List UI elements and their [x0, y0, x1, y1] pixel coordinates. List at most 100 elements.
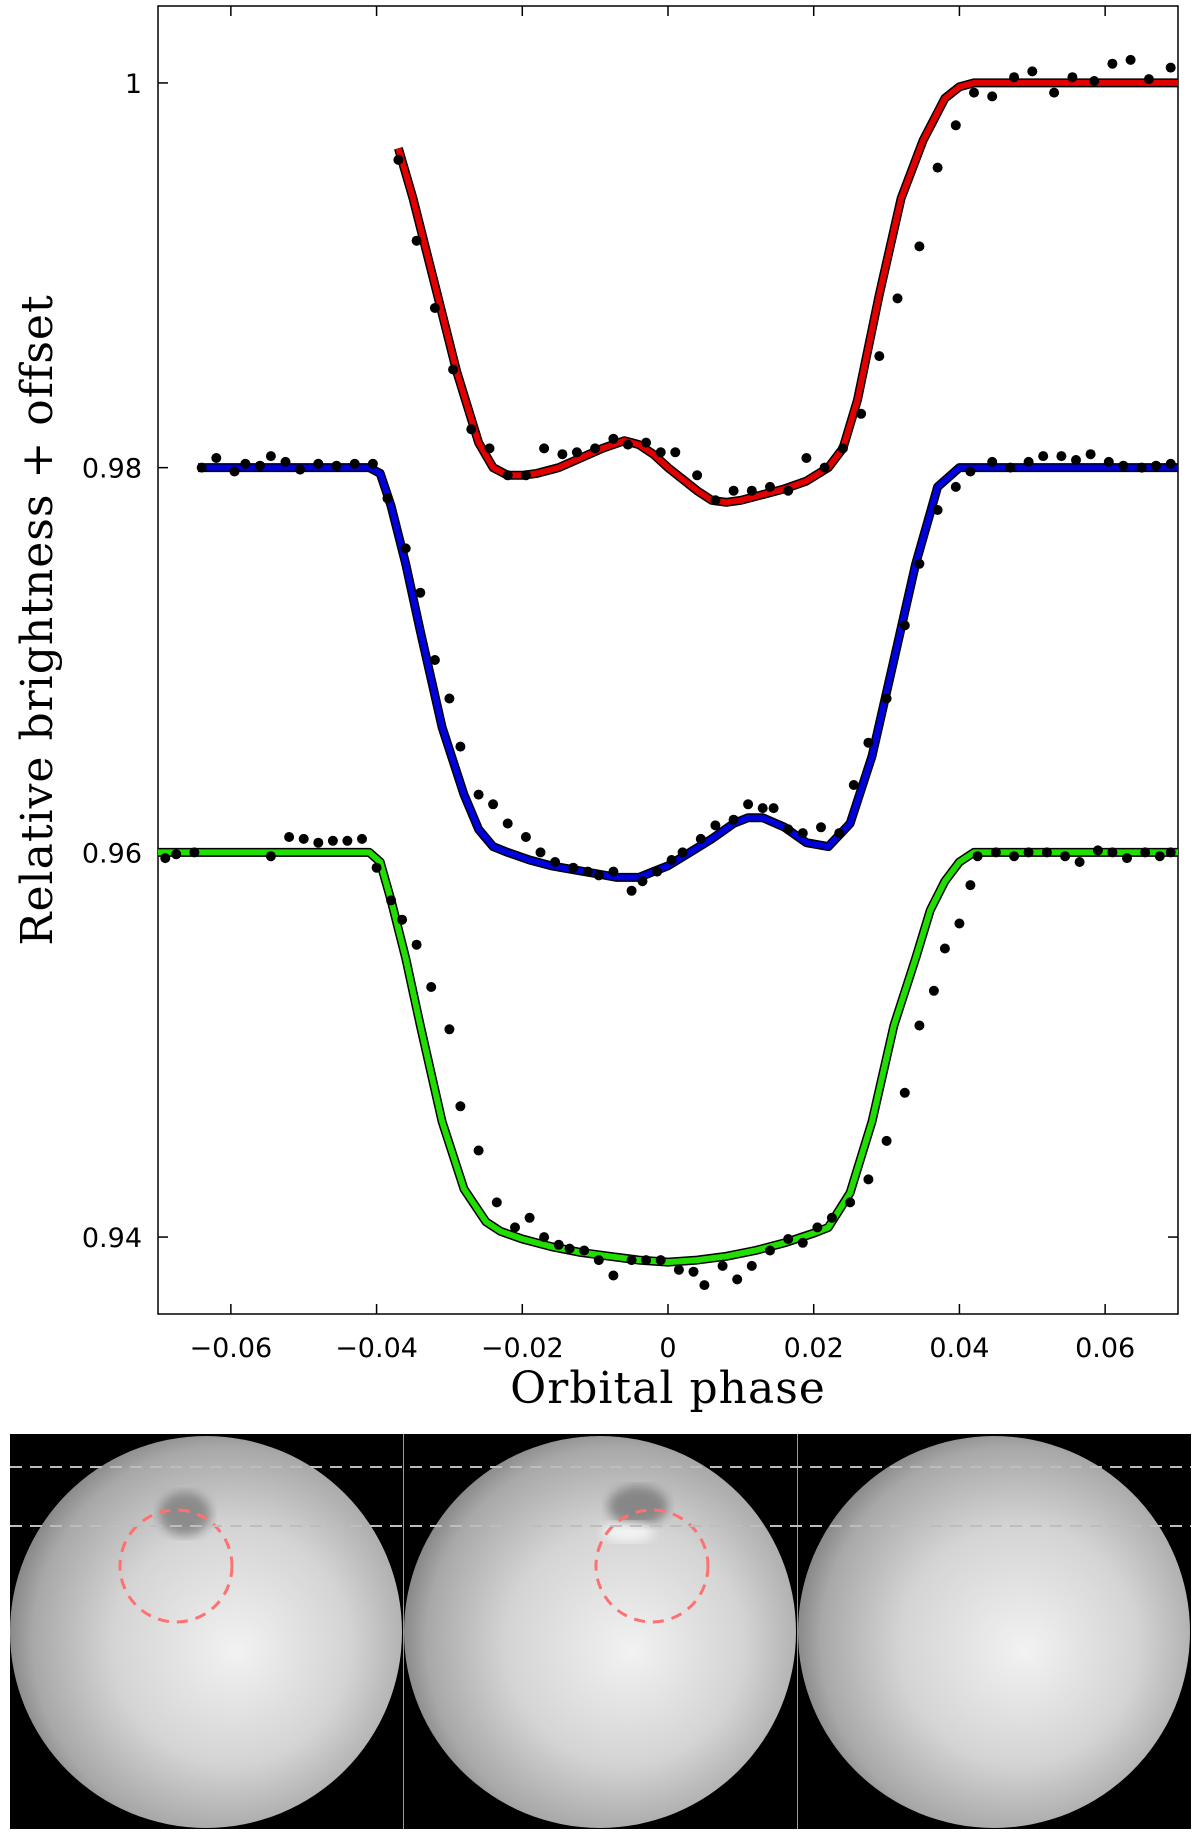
data-point: [928, 985, 939, 996]
data-point: [1165, 847, 1176, 858]
data-point: [371, 862, 382, 873]
data-point: [444, 693, 455, 704]
stellar-disc-panel: [10, 1434, 1191, 1829]
data-point: [313, 837, 324, 848]
data-point: [969, 87, 979, 98]
x-tick-label: 0.06: [1075, 1333, 1135, 1364]
data-point: [295, 464, 306, 475]
data-point: [677, 847, 688, 858]
data-point: [797, 1237, 808, 1248]
data-point: [1038, 451, 1049, 462]
data-point: [520, 470, 531, 481]
data-point: [539, 1232, 550, 1243]
data-point: [819, 462, 830, 473]
data-point: [1027, 66, 1038, 77]
data-point: [579, 1245, 590, 1256]
data-point: [987, 91, 998, 102]
series-1: [393, 54, 1178, 507]
data-point: [990, 847, 1001, 858]
data-point: [728, 814, 739, 825]
data-point: [160, 853, 171, 864]
starspot-dark: [608, 1486, 668, 1526]
data-point: [954, 918, 965, 929]
stellar-disc-3: [798, 1436, 1190, 1828]
data-point: [655, 447, 666, 458]
data-point: [327, 835, 338, 846]
data-point: [488, 799, 499, 810]
x-tick-label: −0.06: [189, 1333, 272, 1364]
data-point: [717, 1260, 728, 1271]
data-point: [965, 880, 976, 891]
data-point: [608, 866, 619, 877]
data-point: [229, 466, 240, 477]
data-point: [557, 449, 568, 460]
plot-frame: [157, 5, 1179, 1315]
data-point: [1009, 72, 1020, 83]
data-point: [637, 876, 648, 887]
data-point: [539, 443, 550, 454]
data-point: [1136, 462, 1147, 473]
data-point: [692, 470, 703, 481]
data-point: [1125, 54, 1136, 65]
data-point: [590, 443, 601, 454]
data-point: [881, 1135, 892, 1146]
x-axis-label: Orbital phase: [510, 1363, 826, 1414]
stellar-disc-images: [10, 1434, 1191, 1829]
data-point: [1154, 851, 1165, 862]
data-point: [411, 939, 422, 950]
data-point: [863, 737, 874, 748]
y-tick-labels: 0.94 0.96 0.98 1: [82, 69, 142, 1254]
data-point: [695, 833, 706, 844]
data-point: [357, 833, 367, 844]
data-point: [914, 241, 925, 252]
data-point: [837, 443, 848, 454]
data-point: [386, 895, 397, 906]
data-point: [568, 862, 579, 873]
data-point: [608, 1270, 619, 1281]
x-tick-label: −0.02: [481, 1333, 564, 1364]
light-curve-chart: −0.06 −0.04 −0.02 0 0.02 0.04 0.06 0.940.960.9…: [12, 5, 1179, 1414]
data-point: [972, 851, 983, 862]
data-point: [874, 351, 885, 362]
data-point: [1165, 458, 1176, 469]
data-point: [1049, 87, 1060, 98]
data-point: [502, 470, 513, 481]
series-layer: [158, 54, 1178, 1291]
data-point: [520, 832, 531, 842]
data-point: [710, 495, 721, 506]
data-point: [950, 120, 961, 131]
data-point: [848, 780, 859, 790]
data-point: [863, 1174, 874, 1185]
data-point: [826, 1212, 837, 1223]
data-point: [171, 849, 182, 860]
y-tick-label: 1: [125, 69, 142, 100]
stellar-disc-1: [10, 1436, 402, 1828]
data-point: [666, 855, 677, 865]
data-point: [1165, 62, 1176, 73]
data-point: [812, 1222, 823, 1233]
data-point: [699, 1280, 710, 1291]
data-point: [1103, 456, 1114, 467]
data-point: [932, 505, 943, 515]
data-point: [641, 437, 652, 448]
data-point: [932, 162, 943, 173]
data-point: [834, 828, 845, 839]
data-point: [765, 481, 775, 492]
series-3: [158, 832, 1178, 1291]
data-point: [622, 439, 633, 450]
data-point: [298, 833, 309, 844]
planet-path-circle: [594, 1508, 710, 1624]
data-point: [783, 1234, 794, 1244]
data-point: [881, 693, 892, 704]
data-point: [1041, 847, 1052, 858]
data-point: [673, 1264, 684, 1275]
data-point: [801, 453, 812, 463]
x-tick-label: 0.02: [784, 1333, 844, 1364]
planet-path-circle: [118, 1508, 234, 1624]
data-point: [1067, 72, 1078, 83]
data-point: [768, 803, 779, 814]
data-point: [1089, 76, 1100, 86]
data-point: [415, 587, 426, 598]
y-tick-label: 0.96: [82, 838, 142, 869]
data-point: [535, 847, 546, 858]
